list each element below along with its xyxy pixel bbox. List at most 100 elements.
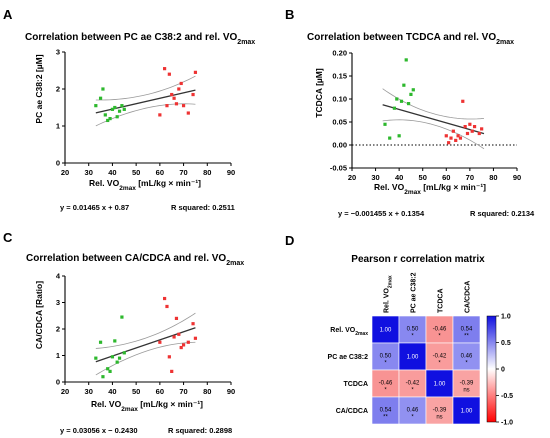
heatmap-significance: *: [411, 334, 414, 340]
panel-d: D Pearson r correlation matrix 1.00 0.50*…: [285, 233, 513, 427]
heatmap-cell-value: -0.46: [433, 327, 447, 333]
heatmap-cell: [425, 369, 454, 398]
x-tick-label-b: 50: [419, 173, 427, 182]
data-point-red-a: [163, 67, 167, 71]
chart-title-b-main: Correlation between TCDCA and rel. VO: [307, 32, 496, 43]
data-point-green-c: [110, 355, 115, 359]
heatmap-cell: [452, 396, 481, 425]
data-point-green-c: [115, 360, 119, 364]
x-tick-label-b: 30: [371, 173, 379, 182]
y-tick-label-c: 2: [56, 325, 60, 334]
data-point-green-c: [117, 356, 122, 360]
x-axis-label-b-sub: 2max: [404, 189, 421, 196]
data-point-red-a: [191, 92, 195, 97]
y-axis-label-b: TCDCA [µM]: [314, 68, 324, 118]
data-point-red-a: [174, 102, 179, 106]
heatmap-column-label: PC ae C38:2: [411, 272, 418, 313]
panel-letter-d: D: [285, 233, 294, 248]
data-point-red-c: [193, 336, 198, 340]
data-point-green-a: [106, 118, 110, 123]
x-tick-label-c: 30: [85, 387, 93, 396]
data-point-red-b: [480, 127, 484, 131]
data-point-red-a: [167, 72, 171, 76]
y-tick-label-a: 2: [56, 85, 60, 94]
data-point-red-a: [179, 81, 183, 86]
data-point-red-a: [165, 104, 169, 108]
heatmap-cell: [452, 369, 481, 398]
heatmap-cell: [398, 396, 427, 425]
data-point-red-a: [193, 70, 198, 74]
colorbar: [486, 315, 497, 423]
chart-title-b: Correlation between TCDCA and rel. VO2ma…: [307, 32, 514, 46]
heatmap-cell: [398, 315, 427, 344]
colorbar-tick-label: 0: [501, 367, 505, 374]
data-point-green-b: [392, 106, 397, 110]
heatmap-cell: [425, 396, 454, 425]
regression-line-b: [382, 104, 485, 135]
data-point-green-a: [113, 105, 117, 110]
x-tick-label-b: 90: [513, 173, 521, 182]
data-point-red-a: [177, 87, 181, 91]
heatmap-cell-value: 0.50: [407, 327, 419, 333]
x-tick-label-c: 60: [156, 387, 164, 396]
data-point-red-b: [463, 125, 467, 129]
confidence-band-upper-c: [95, 312, 196, 349]
regression-line-c: [95, 327, 196, 363]
y-tick-label-b: 0.00: [332, 141, 347, 150]
heatmap-cell-value: 1.00: [407, 355, 419, 361]
data-point-green-b: [409, 92, 413, 96]
regression-equation-b: y = −0.001455 x + 0.1354: [338, 209, 425, 218]
confidence-band-lower-c: [95, 341, 196, 376]
data-point-red-a: [170, 92, 174, 97]
y-tick-label-c: 4: [56, 272, 61, 281]
data-point-green-a: [110, 107, 115, 111]
data-point-red-c: [186, 340, 190, 344]
heatmap-cell: [452, 315, 481, 344]
data-point-green-c: [98, 340, 103, 344]
data-point-green-c: [108, 369, 112, 373]
heatmap-row-label: Rel. VO2max: [330, 327, 368, 337]
data-point-green-b: [397, 134, 401, 138]
x-tick-label-c: 70: [179, 387, 187, 396]
chart-title-a-main: Correlation between PC ae C38:2 and rel.…: [25, 32, 238, 43]
heatmap-cell: [425, 342, 454, 371]
data-point-red-c: [167, 355, 171, 359]
x-axis-label-b-main: Rel. VO: [374, 182, 405, 192]
heatmap-row-label: PC ae C38:2: [328, 354, 369, 361]
heatmap-row-label: CA/CDCA: [336, 408, 368, 415]
data-point-red-b: [456, 134, 460, 138]
x-tick-label-a: 20: [61, 168, 69, 177]
y-axis-label-c: CA/CDCA [Ratio]: [34, 281, 44, 349]
data-point-green-a: [122, 107, 126, 111]
data-point-green-b: [402, 83, 406, 87]
data-point-red-a: [172, 96, 176, 100]
chart-title-c-sub: 2max: [226, 260, 244, 267]
data-point-green-c: [120, 315, 124, 319]
data-point-red-a: [181, 104, 186, 108]
heatmap-cell-value: -0.42: [433, 354, 447, 360]
data-point-red-b: [458, 136, 463, 140]
heatmap-cell-value: 0.46: [407, 408, 419, 414]
data-point-green-c: [106, 367, 110, 371]
heatmap-significance: *: [438, 361, 441, 367]
data-point-green-a: [115, 115, 119, 119]
data-point-green-c: [113, 339, 117, 343]
heatmap-significance: *: [438, 334, 441, 340]
scatter-plot-a: 20 30 40 50 60 70 80 90 0 1 2 3: [56, 48, 235, 177]
data-point-red-c: [179, 345, 183, 350]
heatmap-significance: **: [464, 334, 469, 340]
y-tick-label-b: 0.10: [332, 95, 347, 104]
y-tick-label-c: 1: [56, 351, 60, 360]
heatmap-cell: [398, 342, 427, 371]
y-tick-label-b: 0.15: [332, 72, 347, 81]
heatmap-cell: [452, 342, 481, 371]
heatmap-column-label: Rel. VO2max: [384, 275, 394, 313]
scatter-plot-b: 20 30 40 50 60 70 80 90 -0.05 0.00 0.05 0.10 0.15 0.2…: [330, 49, 521, 182]
colorbar-tick-label: -1.0: [501, 420, 513, 427]
regression-equation-c: y = 0.03056 x − 0.2430: [60, 426, 138, 435]
data-point-green-b: [406, 102, 411, 106]
x-tick-label-b: 80: [489, 173, 497, 182]
x-tick-label-a: 40: [108, 168, 116, 177]
panel-a: A Correlation between PC ae C38:2 and re…: [3, 7, 255, 212]
x-tick-label-a: 50: [132, 168, 140, 177]
